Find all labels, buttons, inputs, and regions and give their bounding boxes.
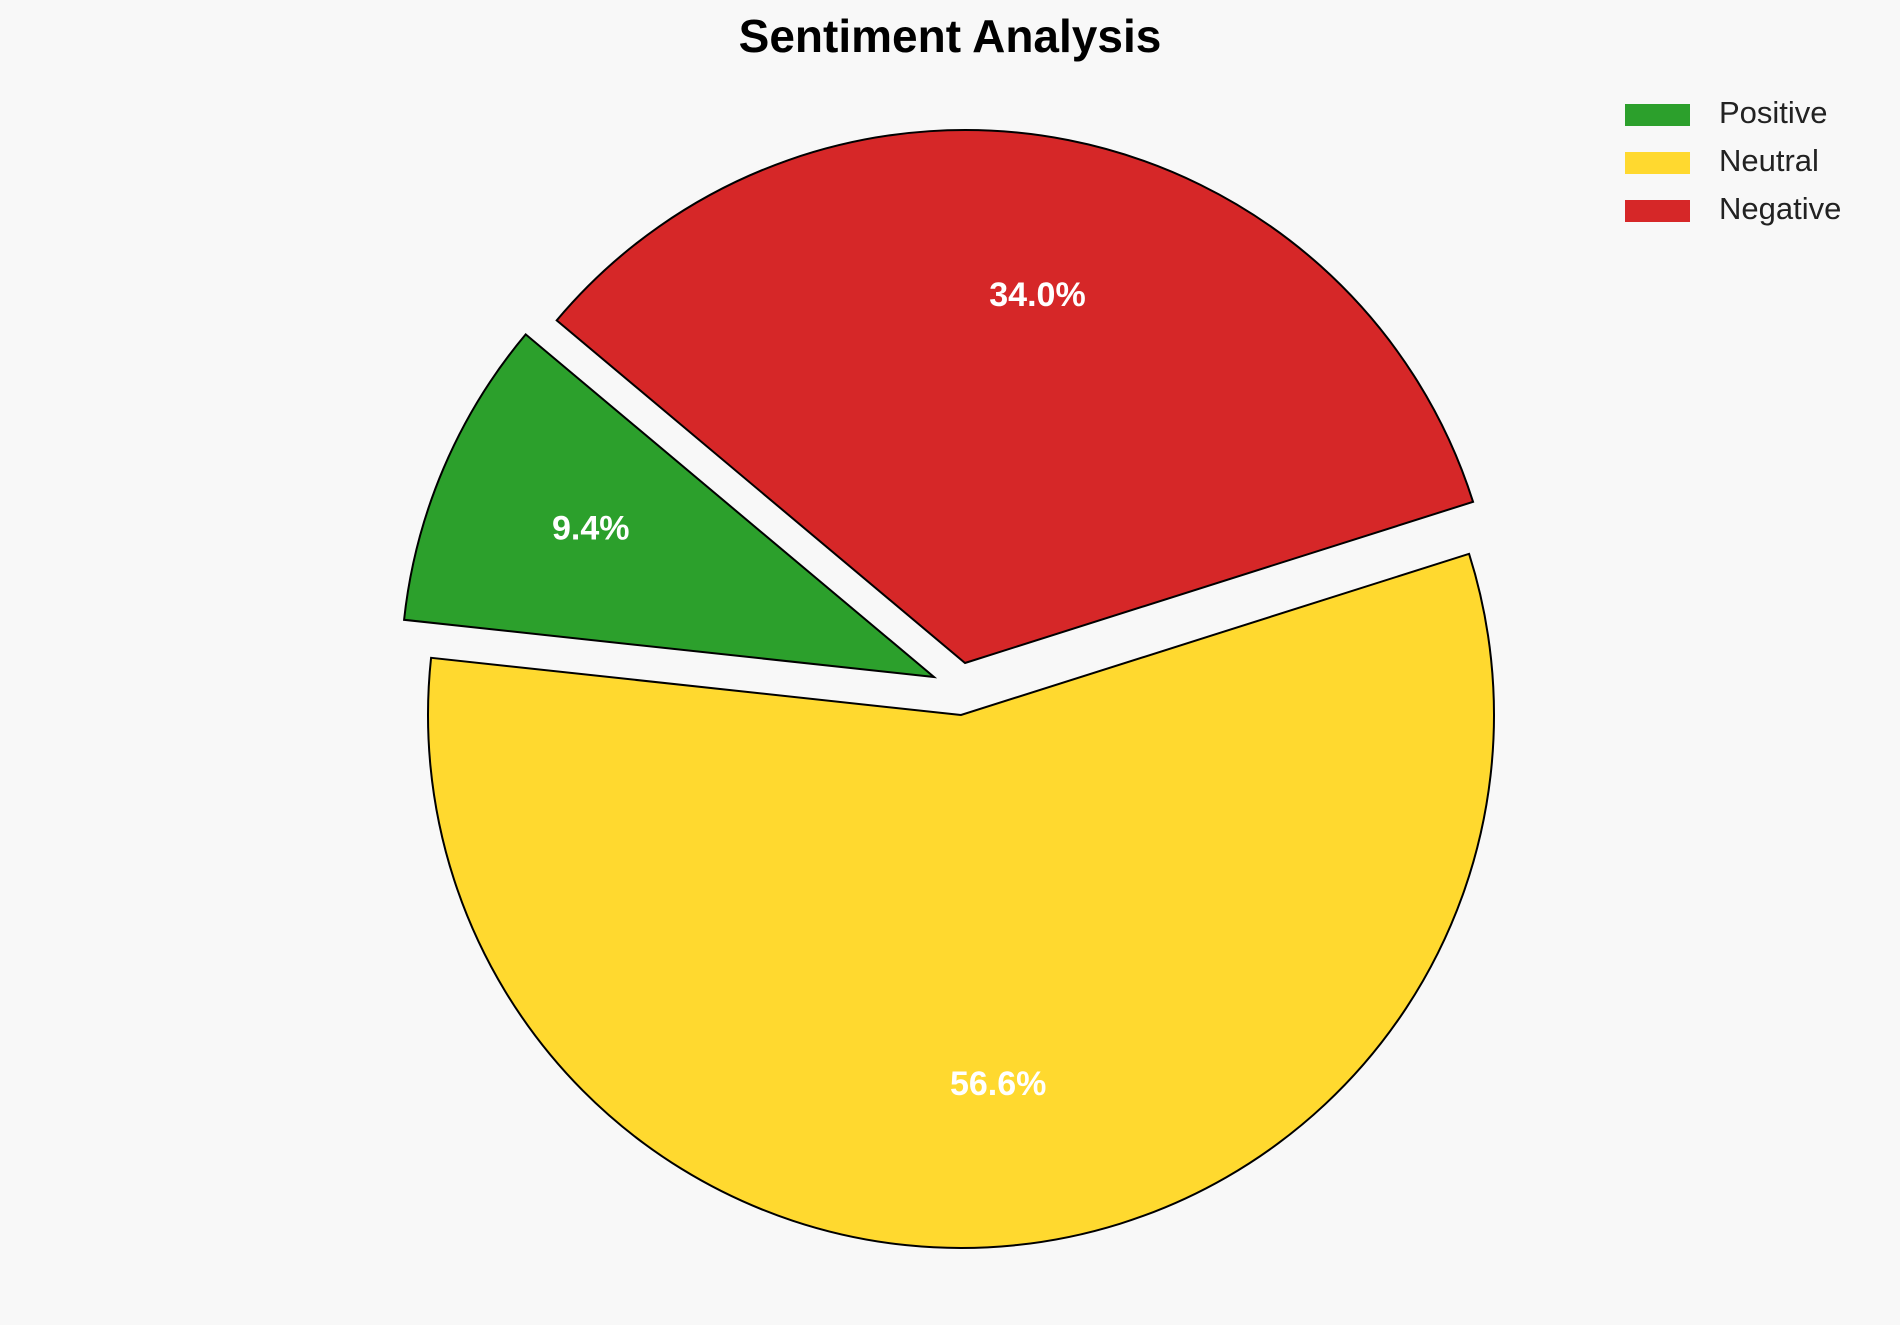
legend-swatch bbox=[1625, 200, 1690, 222]
pie-slice bbox=[555, 129, 1475, 665]
legend-swatch bbox=[1625, 104, 1690, 126]
slice-label: 9.4% bbox=[552, 510, 630, 548]
legend-label: Negative bbox=[1719, 191, 1841, 226]
slice-label: 34.0% bbox=[989, 276, 1085, 314]
slice-label: 56.6% bbox=[950, 1065, 1046, 1103]
legend-swatch bbox=[1625, 152, 1690, 174]
legend-label: Positive bbox=[1719, 95, 1828, 130]
chart-title: Sentiment Analysis bbox=[739, 10, 1162, 62]
pie-slice bbox=[402, 332, 938, 679]
legend-label: Neutral bbox=[1719, 143, 1819, 178]
pie-slice bbox=[426, 552, 1495, 1249]
